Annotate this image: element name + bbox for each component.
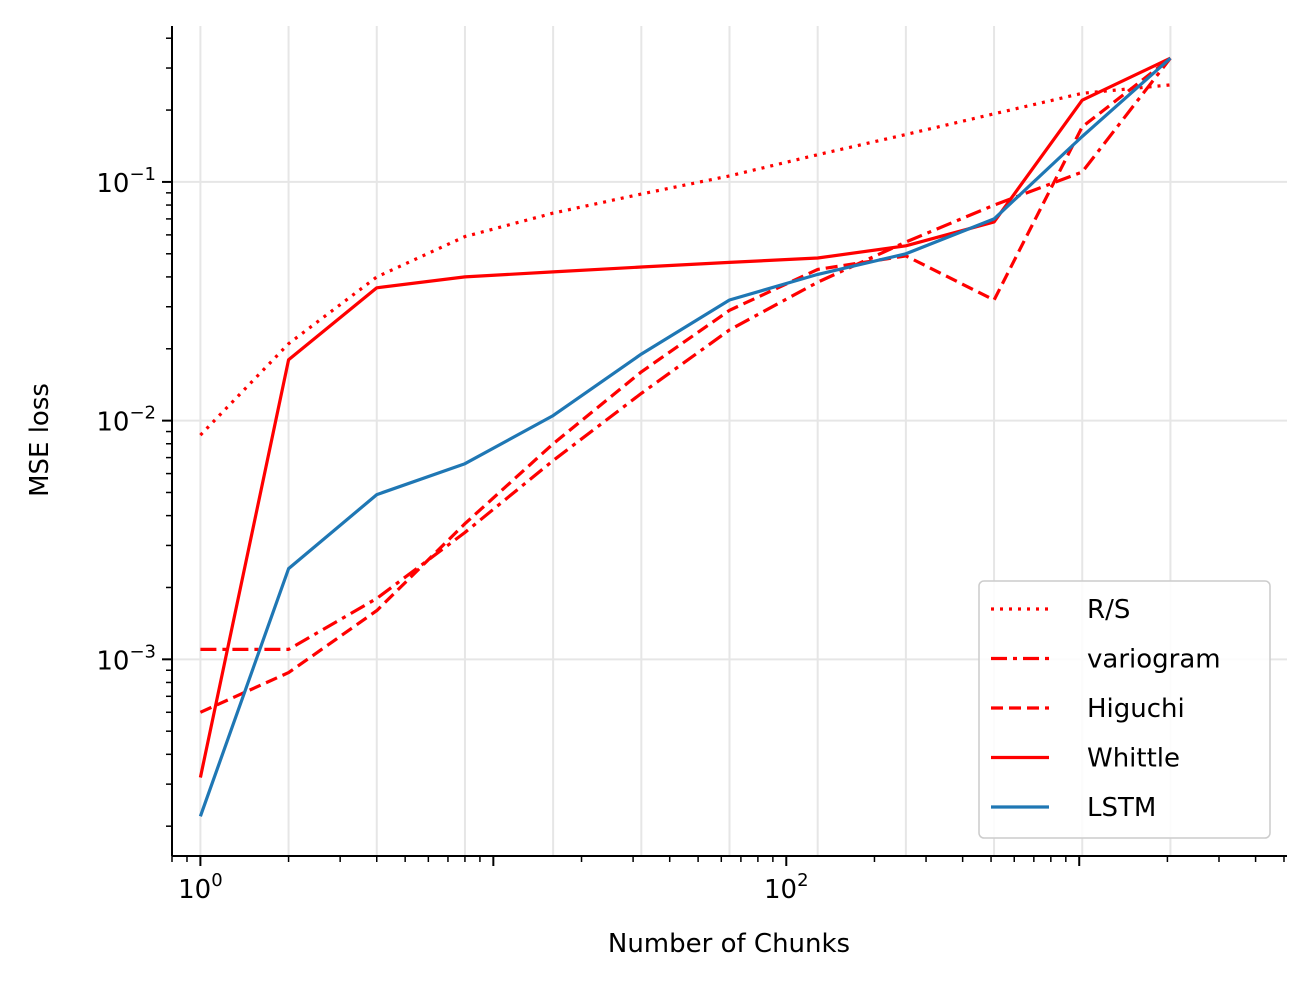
- axes: [162, 26, 1287, 866]
- series-line-variogram: [200, 57, 1172, 651]
- legend: R/S variogram Higuchi Whittle LSTM: [978, 580, 1271, 839]
- y-tick-label: 10−3: [96, 641, 156, 676]
- tick-labels: 100 102 10−3 10−2 10−1: [96, 164, 808, 905]
- x-tick-label: 102: [764, 870, 809, 905]
- y-tick-label: 10−1: [96, 164, 156, 199]
- series-lines: [198, 56, 1172, 817]
- legend-label: variogram: [1087, 645, 1221, 675]
- series-line-whittle: [198, 56, 1172, 778]
- series-line-r-s: [199, 83, 1171, 437]
- x-axis-label: Number of Chunks: [608, 929, 850, 959]
- series-line-lstm: [198, 57, 1172, 817]
- y-axis-label: MSE loss: [25, 383, 55, 497]
- y-tick-label: 10−2: [96, 403, 156, 438]
- legend-label: Higuchi: [1087, 694, 1185, 724]
- x-tick-label: 100: [178, 870, 223, 905]
- series-line-higuchi: [199, 56, 1172, 714]
- legend-label: LSTM: [1087, 793, 1156, 823]
- legend-label: R/S: [1087, 595, 1130, 625]
- legend-box: [978, 580, 1271, 839]
- legend-label: Whittle: [1087, 744, 1180, 774]
